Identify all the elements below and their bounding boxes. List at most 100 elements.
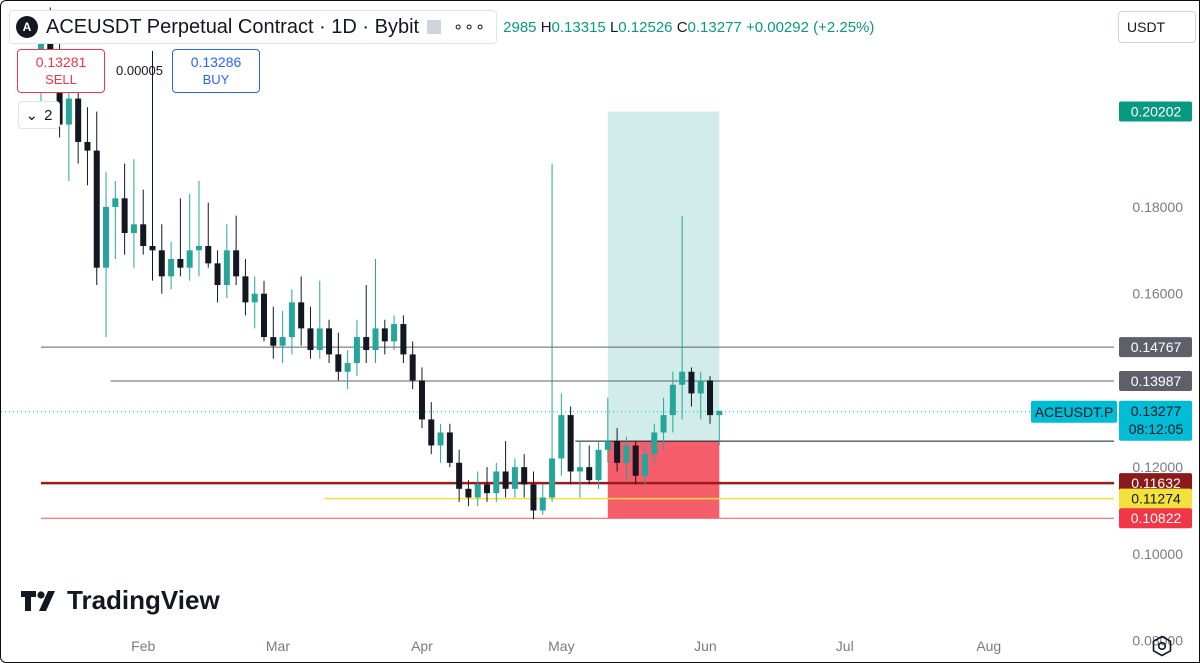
- tradingview-wordmark: TradingView: [67, 585, 220, 615]
- x-tick-label-3: May: [548, 638, 574, 654]
- sell-price: 0.13281: [35, 54, 87, 70]
- y-tick-label-4: 0.10000: [1132, 546, 1183, 562]
- candle-body-54: [539, 497, 546, 511]
- candle-body-28: [298, 302, 305, 329]
- candle-body-53: [530, 484, 537, 511]
- ohlc-high-label: H: [540, 18, 552, 36]
- sell-label: SELL: [45, 72, 77, 87]
- price-label-5: 0.11274: [1131, 491, 1181, 507]
- candle-body-13: [158, 250, 165, 277]
- price-label-0: 0.20202: [1131, 103, 1182, 119]
- symbol-selector[interactable]: A ACEUSDT Perpetual Contract · 1D · Bybi…: [9, 10, 498, 44]
- candle-body-30: [316, 328, 323, 351]
- price-label-bg-6: [1119, 508, 1192, 529]
- flag-icon[interactable]: [427, 20, 442, 34]
- candle-body-65: [641, 454, 648, 476]
- candle-body-40: [409, 354, 416, 381]
- ohlc-change: +0.00292 (+2.25%): [745, 18, 875, 36]
- price-label-2: 0.13987: [1131, 373, 1182, 389]
- candle-body-37: [381, 328, 388, 342]
- symbol-tag-bg: [1031, 400, 1117, 423]
- candle-body-41: [418, 380, 425, 420]
- price-label-bg-2: [1119, 370, 1192, 391]
- candle-body-35: [363, 337, 370, 351]
- candle-body-66: [651, 432, 658, 455]
- candle-body-46: [465, 488, 472, 498]
- candle-body-43: [437, 432, 444, 446]
- candle-body-2: [56, 68, 63, 125]
- price-label-1: 0.14767: [1131, 339, 1182, 355]
- candle-body-63: [623, 445, 630, 463]
- candle-body-56: [558, 415, 565, 459]
- candle-body-73: [716, 410, 723, 416]
- ohlc-open: 2985: [503, 18, 537, 36]
- candle-body-48: [484, 484, 491, 494]
- candle-body-62: [614, 441, 621, 463]
- x-tick-label-4: Jun: [694, 638, 717, 654]
- candle-body-4: [75, 98, 82, 142]
- candle-body-21: [233, 250, 240, 277]
- indicators-toggle[interactable]: ⌄ 2: [18, 101, 60, 129]
- symbol-title: ACEUSDT Perpetual Contract · 1D · Bybit: [46, 15, 420, 38]
- candle-body-6: [93, 150, 100, 268]
- candle-body-36: [372, 328, 379, 351]
- settings-gear-icon[interactable]: [1151, 635, 1173, 657]
- price-label-3: 0.13277: [1131, 403, 1182, 419]
- symbol-tag: ACEUSDT.P: [1035, 404, 1114, 420]
- countdown-label: 08:12:05: [1129, 421, 1184, 437]
- indicators-count: 2: [44, 106, 53, 124]
- candle-body-8: [112, 198, 119, 207]
- candle-body-69: [679, 371, 686, 385]
- candle-body-20: [223, 250, 230, 286]
- candle-body-42: [428, 419, 435, 446]
- chevron-down-icon: ⌄: [25, 107, 39, 124]
- candle-body-57: [567, 415, 574, 472]
- candle-body-38: [391, 324, 398, 342]
- candle-body-72: [707, 380, 714, 416]
- x-tick-label-1: Mar: [266, 638, 290, 654]
- candle-body-34: [353, 337, 360, 364]
- ace-logo-icon: A: [16, 16, 38, 38]
- candle-body-31: [326, 328, 333, 355]
- more-options-icon[interactable]: ∘∘∘: [453, 19, 487, 36]
- candle-body-47: [474, 484, 481, 498]
- price-label-bg-3: [1119, 400, 1192, 441]
- y-tick-label-1: 0.18000: [1132, 199, 1183, 215]
- price-label-bg-4: [1119, 473, 1192, 494]
- buy-button[interactable]: 0.13286 BUY: [172, 49, 260, 93]
- candle-body-70: [688, 371, 695, 394]
- price-label-4: 0.11632: [1131, 475, 1181, 491]
- candle-body-52: [521, 467, 528, 485]
- sell-button[interactable]: 0.13281 SELL: [17, 49, 105, 93]
- candle-body-51: [511, 467, 518, 489]
- candle-body-24: [261, 293, 268, 338]
- ohlc-high: 0.13315: [551, 18, 606, 36]
- candle-body-49: [493, 471, 500, 494]
- candle-body-26: [279, 337, 286, 346]
- candle-body-45: [456, 462, 463, 489]
- candle-body-23: [251, 293, 258, 303]
- candle-body-68: [669, 384, 676, 416]
- ohlc-close: 0.13277: [687, 18, 742, 36]
- candle-body-33: [344, 363, 351, 372]
- candle-body-10: [130, 224, 137, 233]
- ohlc-readout: 2985 H0.13315 L0.12526 C0.13277 +0.00292…: [503, 19, 874, 36]
- candle-body-3: [65, 98, 72, 125]
- candle-body-18: [205, 245, 212, 264]
- buy-price: 0.13286: [190, 54, 242, 70]
- candle-body-12: [149, 245, 156, 251]
- candle-body-58: [576, 467, 583, 472]
- candle-body-15: [177, 259, 184, 268]
- y-tick-label-3: 0.12000: [1132, 459, 1183, 475]
- currency-selector[interactable]: USDT: [1118, 11, 1196, 43]
- symbol-header: A ACEUSDT Perpetual Contract · 1D · Bybi…: [9, 10, 874, 44]
- candle-body-16: [186, 250, 193, 268]
- x-tick-label-0: Feb: [131, 638, 155, 654]
- x-tick-label-2: Apr: [411, 638, 433, 654]
- x-tick-label-5: Jul: [836, 638, 854, 654]
- candle-body-25: [270, 337, 277, 346]
- price-label-bg-1: [1119, 337, 1192, 358]
- candle-body-50: [502, 471, 509, 489]
